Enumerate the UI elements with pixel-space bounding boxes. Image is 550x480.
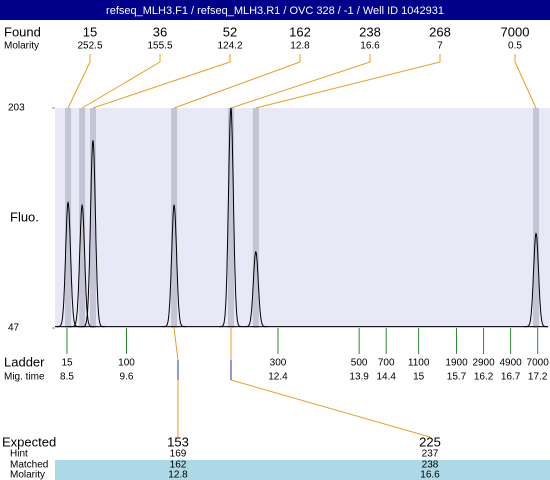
expected-row-label: Expected <box>2 434 56 449</box>
ladder-time: 16.2 <box>474 372 494 383</box>
plot-area <box>55 108 550 328</box>
ladder-size: 15 <box>61 358 73 369</box>
peak-band <box>533 108 540 328</box>
expected-row-label: Matched <box>10 460 48 471</box>
found-molarity: 0.5 <box>508 41 522 52</box>
molarity-label: Molarity <box>4 41 39 52</box>
mig-time-label: Mig. time <box>4 372 45 383</box>
peak-band <box>227 108 234 328</box>
found-size: 7000 <box>501 24 530 39</box>
connector <box>230 379 431 438</box>
ladder-size: 1100 <box>408 358 430 369</box>
expected-row-label: Molarity <box>10 470 45 480</box>
found-connector <box>230 54 371 109</box>
found-connector <box>92 54 231 109</box>
ladder-size: 2900 <box>472 358 495 369</box>
y-axis-label: Fluo. <box>10 209 39 224</box>
found-connector <box>514 54 537 109</box>
peak-band <box>252 108 259 328</box>
found-molarity: 252.5 <box>77 41 102 52</box>
ladder-size: 300 <box>270 358 287 369</box>
trace-peak <box>81 140 105 328</box>
y-tick-label: 47 <box>8 323 20 334</box>
trace-peak <box>243 250 268 328</box>
trace-peak <box>219 107 243 328</box>
trace-peak <box>70 203 94 328</box>
header-title: refseq_MLH3.F1 / refseq_MLH3.R1 / OVC 32… <box>106 5 444 17</box>
found-size: 268 <box>429 24 451 39</box>
trace-peak <box>56 201 80 328</box>
trace-peak <box>162 203 186 328</box>
ladder-size: 100 <box>118 358 135 369</box>
expected-cell: 153 <box>167 434 189 449</box>
found-size: 238 <box>359 24 381 39</box>
expected-cell: 162 <box>170 460 187 471</box>
expected-row-label: Hint <box>10 449 28 460</box>
found-molarity: 155.5 <box>147 41 172 52</box>
found-connector <box>67 54 91 109</box>
trace-peak <box>524 232 548 328</box>
found-molarity: 16.6 <box>360 41 380 52</box>
ladder-time: 15 <box>413 372 425 383</box>
found-connector <box>81 54 161 109</box>
peak-band <box>171 108 178 328</box>
header-bar <box>0 0 550 20</box>
expected-cell: 225 <box>419 434 441 449</box>
ladder-time: 16.7 <box>501 372 521 383</box>
found-connector <box>173 54 301 109</box>
ladder-time: 14.4 <box>376 372 396 383</box>
expected-cell: 12.8 <box>168 470 188 480</box>
found-label: Found <box>4 24 41 39</box>
expected-cell: 16.6 <box>420 470 440 480</box>
ladder-size: 500 <box>351 358 368 369</box>
ladder-time: 9.6 <box>120 372 134 383</box>
ladder-time: 13.9 <box>349 372 369 383</box>
peak-band <box>89 108 96 328</box>
found-connector <box>255 54 441 109</box>
matched-row-bg <box>55 460 550 480</box>
connector <box>173 327 179 361</box>
found-size: 36 <box>153 24 167 39</box>
ladder-time: 8.5 <box>60 372 74 383</box>
ladder-label: Ladder <box>4 354 45 369</box>
ladder-time: 15.7 <box>447 372 467 383</box>
found-molarity: 124.2 <box>217 41 242 52</box>
found-size: 162 <box>289 24 311 39</box>
ladder-size: 1900 <box>445 358 468 369</box>
found-size: 15 <box>83 24 97 39</box>
expected-cell: 237 <box>422 449 439 460</box>
ladder-time: 12.4 <box>268 372 288 383</box>
ladder-time: 17.2 <box>528 372 548 383</box>
peak-band <box>65 108 72 328</box>
ladder-size: 4900 <box>499 358 522 369</box>
expected-cell: 238 <box>422 460 439 471</box>
found-molarity: 12.8 <box>290 41 310 52</box>
ladder-size: 7000 <box>527 358 550 369</box>
peak-band <box>79 108 86 328</box>
ladder-size: 700 <box>378 358 395 369</box>
found-molarity: 7 <box>437 41 443 52</box>
expected-cell: 169 <box>170 449 187 460</box>
found-size: 52 <box>223 24 237 39</box>
y-tick-label: 203 <box>8 103 25 114</box>
